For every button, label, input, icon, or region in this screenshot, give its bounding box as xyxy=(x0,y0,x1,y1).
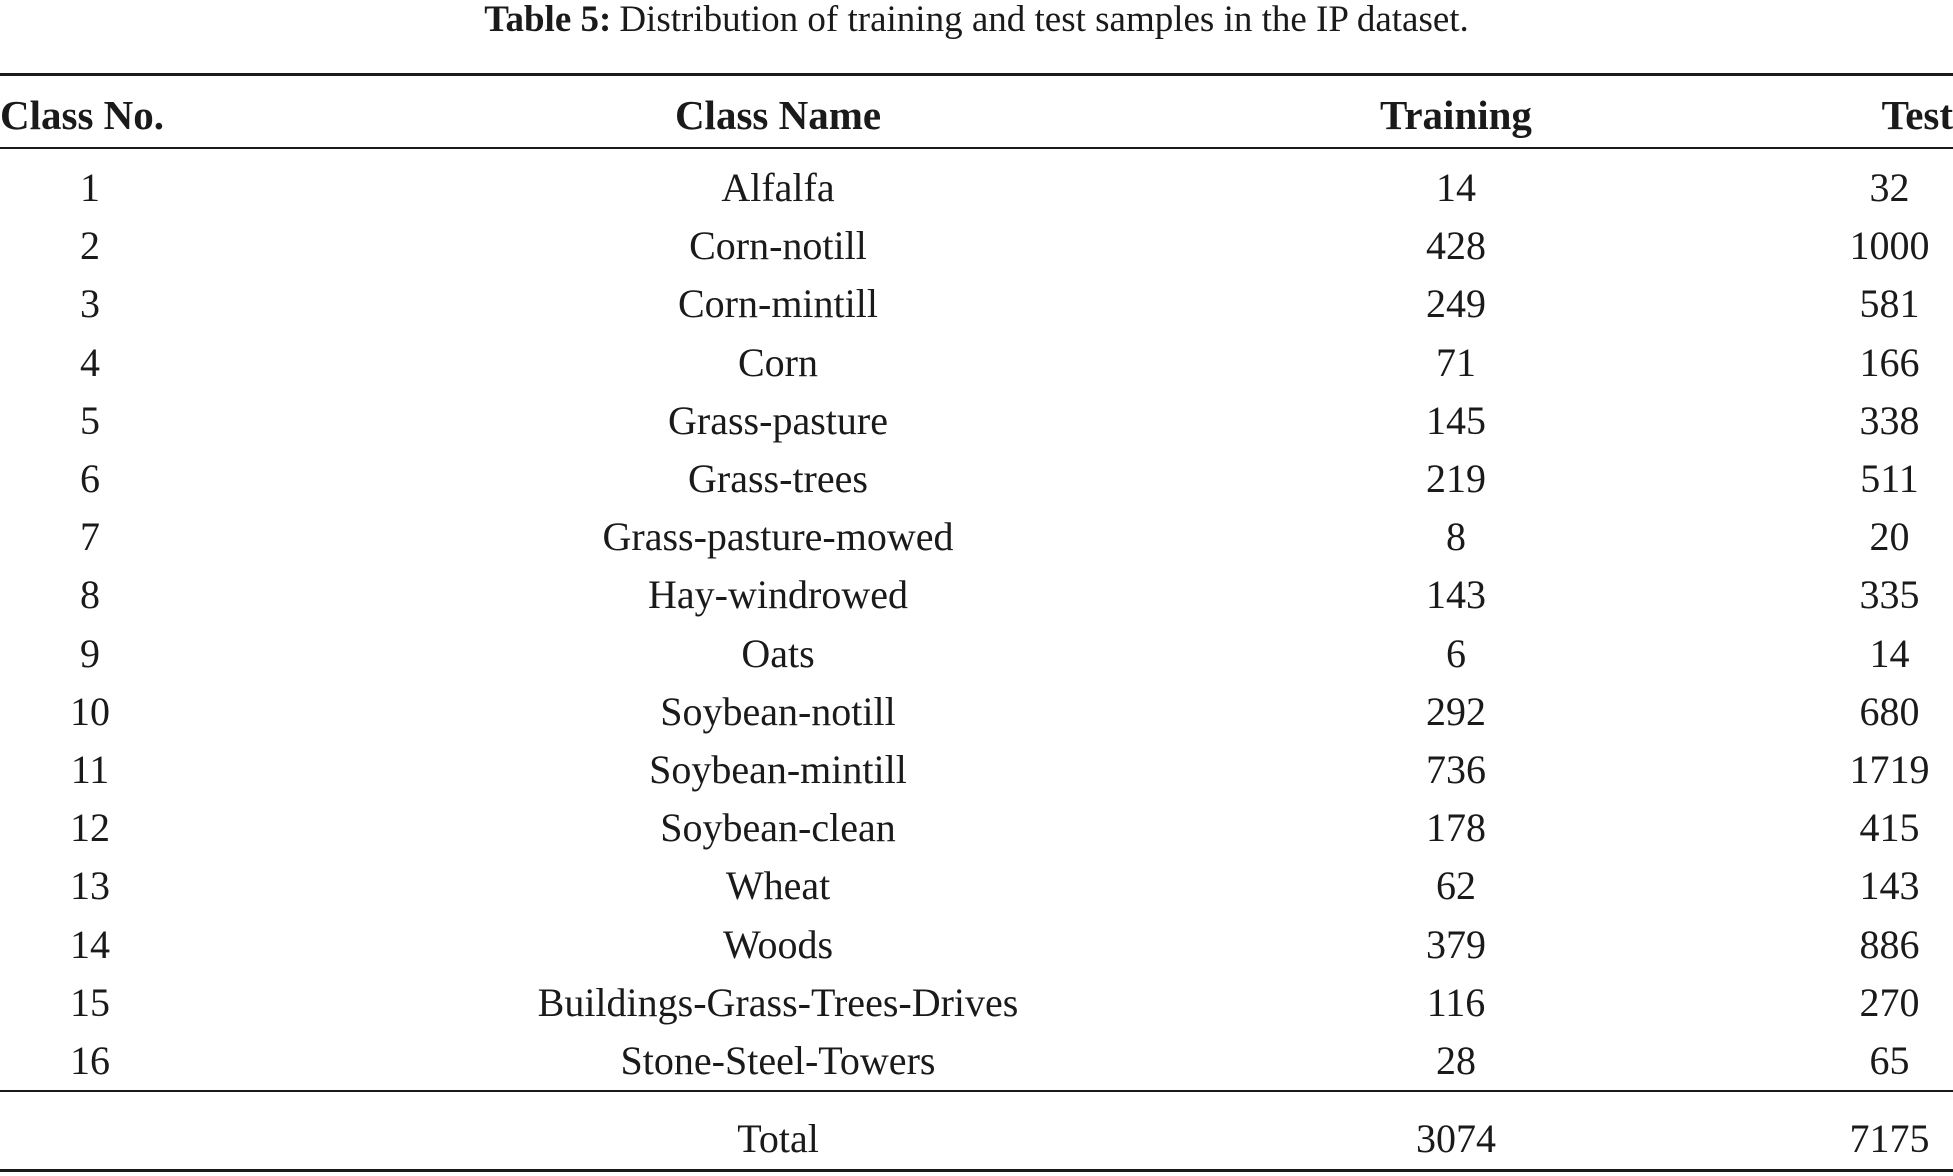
cell-test: 415 xyxy=(1859,805,1920,851)
table-caption: Table 5: Distribution of training and tes… xyxy=(0,0,1953,40)
cell-test: 886 xyxy=(1859,921,1920,967)
cell-training: 14 xyxy=(1436,165,1476,210)
cell-class-name: Woods xyxy=(722,921,834,967)
cell-training: 6 xyxy=(1446,630,1466,676)
cell-class-name: Soybean-clean xyxy=(660,805,896,851)
cell-training: 379 xyxy=(1426,921,1486,967)
cell-class-name: Grass-pasture-mowed xyxy=(602,514,954,560)
total-row: Total 3074 7175 xyxy=(0,1110,1953,1168)
cell-training: 145 xyxy=(1426,397,1486,443)
cell-test: 680 xyxy=(1859,688,1920,734)
table-row: 4 Corn 71 166 xyxy=(0,334,1953,392)
header-training: Training xyxy=(1380,92,1532,138)
cell-test: 1719 xyxy=(1849,747,1930,792)
cell-training: 8 xyxy=(1446,514,1466,560)
cell-class-no: 16 xyxy=(70,1038,110,1083)
header-test: Test xyxy=(1881,92,1953,138)
cell-class-name: Corn-notill xyxy=(689,223,867,269)
cell-class-name: Grass-pasture xyxy=(668,397,888,443)
caption-text: Distribution of training and test sample… xyxy=(619,0,1469,40)
cell-class-no: 8 xyxy=(80,572,100,618)
cell-training: 62 xyxy=(1436,863,1476,909)
header-class-name: Class Name xyxy=(674,92,882,138)
cell-class-no: 11 xyxy=(70,747,110,792)
cell-test: 338 xyxy=(1859,397,1920,443)
cell-training: 428 xyxy=(1426,223,1486,269)
cell-class-name: Corn xyxy=(738,339,818,385)
cell-class-name: Stone-Steel-Towers xyxy=(620,1038,936,1083)
table-row: 13 Wheat 62 143 xyxy=(0,857,1953,915)
cell-class-name: Grass-trees xyxy=(688,456,868,501)
cell-training: 143 xyxy=(1426,572,1486,618)
cell-class-no: 4 xyxy=(80,339,100,385)
cell-class-no: 15 xyxy=(70,979,110,1025)
cell-class-no: 3 xyxy=(80,281,100,327)
caption-label: Table 5: xyxy=(484,0,612,40)
cell-class-name: Hay-windrowed xyxy=(648,572,908,618)
cell-class-no: 2 xyxy=(80,223,100,269)
header-class-no: Class No. xyxy=(0,92,165,138)
table-row: 11 Soybean-mintill 736 1719 xyxy=(0,741,1953,799)
cell-training: 28 xyxy=(1436,1038,1476,1083)
cell-training: 249 xyxy=(1426,281,1486,327)
cell-test: 143 xyxy=(1859,863,1920,909)
table-row: 8 Hay-windrowed 143 335 xyxy=(0,566,1953,624)
table-row: 7 Grass-pasture-mowed 8 20 xyxy=(0,508,1953,566)
table-row: 9 Oats 6 14 xyxy=(0,625,1953,683)
cell-training: 736 xyxy=(1426,747,1486,792)
cell-training: 71 xyxy=(1436,339,1476,385)
cell-test: 65 xyxy=(1869,1038,1910,1083)
table-row: 10 Soybean-notill 292 680 xyxy=(0,683,1953,741)
total-rule xyxy=(0,1090,1953,1092)
total-label: Total xyxy=(737,1116,819,1161)
cell-class-no: 10 xyxy=(70,688,110,734)
table-header-row: Class No. Class Name Training Test xyxy=(0,86,1953,144)
table-row: 6 Grass-trees 219 511 xyxy=(0,450,1953,508)
cell-test: 20 xyxy=(1869,514,1910,560)
cell-class-name: Alfalfa xyxy=(721,165,835,210)
cell-test: 511 xyxy=(1860,456,1919,501)
cell-class-no: 14 xyxy=(70,921,110,967)
cell-class-no: 1 xyxy=(80,165,100,210)
cell-class-name: Soybean-notill xyxy=(660,688,896,734)
cell-training: 219 xyxy=(1426,456,1486,501)
cell-training: 116 xyxy=(1426,979,1486,1025)
cell-class-no: 12 xyxy=(70,805,110,851)
cell-test: 14 xyxy=(1869,630,1910,676)
table-row: 12 Soybean-clean 178 415 xyxy=(0,799,1953,857)
table-row: 5 Grass-pasture 145 338 xyxy=(0,392,1953,450)
cell-class-no: 5 xyxy=(80,397,100,443)
cell-test: 335 xyxy=(1859,572,1920,618)
total-test: 7175 xyxy=(1849,1116,1930,1161)
table-row: 15 Buildings-Grass-Trees-Drives 116 270 xyxy=(0,974,1953,1032)
cell-training: 292 xyxy=(1426,688,1486,734)
cell-test: 32 xyxy=(1869,165,1910,210)
table-row: 16 Stone-Steel-Towers 28 65 xyxy=(0,1032,1953,1090)
cell-class-no: 7 xyxy=(80,514,100,560)
cell-class-name: Oats xyxy=(741,630,815,676)
table-row: 14 Woods 379 886 xyxy=(0,916,1953,974)
cell-test: 270 xyxy=(1859,979,1920,1025)
cell-test: 166 xyxy=(1859,339,1920,385)
total-training: 3074 xyxy=(1416,1116,1496,1161)
bottom-rule xyxy=(0,1169,1953,1172)
cell-test: 1000 xyxy=(1849,223,1930,269)
table-row: 1 Alfalfa 14 32 xyxy=(0,159,1953,217)
header-rule xyxy=(0,147,1953,149)
cell-test: 581 xyxy=(1859,281,1920,327)
cell-class-no: 9 xyxy=(80,630,100,676)
cell-class-name: Soybean-mintill xyxy=(649,747,907,792)
cell-training: 178 xyxy=(1426,805,1486,851)
cell-class-name: Wheat xyxy=(725,863,831,909)
top-rule xyxy=(0,73,1953,76)
cell-class-name: Corn-mintill xyxy=(678,281,878,327)
cell-class-no: 13 xyxy=(70,863,110,909)
table-row: 2 Corn-notill 428 1000 xyxy=(0,217,1953,275)
cell-class-name: Buildings-Grass-Trees-Drives xyxy=(537,979,1019,1025)
cell-class-no: 6 xyxy=(80,456,100,501)
table-row: 3 Corn-mintill 249 581 xyxy=(0,275,1953,333)
